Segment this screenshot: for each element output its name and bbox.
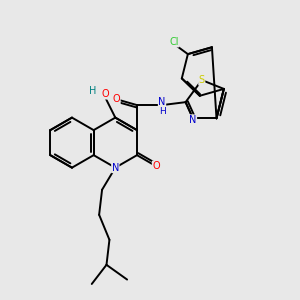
Text: Cl: Cl <box>169 37 179 47</box>
Text: N: N <box>112 163 119 173</box>
Text: S: S <box>199 75 205 85</box>
Text: O: O <box>112 94 120 104</box>
Text: O: O <box>101 89 109 99</box>
Text: N: N <box>189 115 197 125</box>
Text: H: H <box>160 107 166 116</box>
Text: N: N <box>158 97 166 106</box>
Text: H: H <box>89 85 96 95</box>
Text: O: O <box>152 161 160 171</box>
